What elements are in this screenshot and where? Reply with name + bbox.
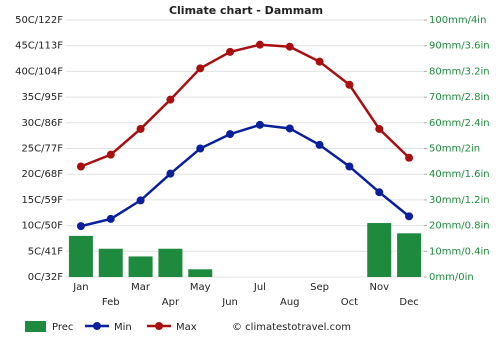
point (76, 222, 85, 231)
point (226, 130, 235, 139)
x-tick-label: Sep (310, 282, 329, 293)
x-tick-label: Apr (162, 297, 180, 308)
point (315, 140, 324, 149)
point (226, 47, 235, 56)
bar (68, 235, 93, 277)
legend-swatch (25, 321, 46, 332)
x-tick-label: Feb (102, 297, 120, 308)
point (166, 95, 175, 104)
point (405, 153, 414, 162)
y-tick-label: 15C/59F (21, 195, 63, 206)
bar (367, 223, 392, 277)
point (375, 188, 384, 197)
chart-title: Climate chart - Dammam (169, 4, 323, 17)
y2-tick-label: 50mm/2in (429, 144, 480, 155)
point (136, 196, 145, 205)
x-tick-label: May (190, 282, 211, 293)
y2-tick-label: 90mm/3.6in (429, 41, 490, 52)
point (255, 40, 264, 49)
point (255, 120, 264, 129)
y-tick-label: 30C/86F (21, 118, 63, 129)
x-tick-label: Nov (369, 282, 389, 293)
point (76, 162, 85, 171)
y-tick-label: 0C/32F (28, 272, 63, 283)
legend-swatch (93, 322, 101, 330)
point (196, 64, 205, 73)
y-tick-label: 5C/41F (28, 246, 63, 257)
point (136, 124, 145, 133)
legend-label: Prec (52, 322, 73, 333)
x-tick-label: Jun (221, 297, 238, 308)
x-tick-label: Dec (399, 297, 418, 308)
point (285, 42, 294, 51)
legend-label: Min (114, 322, 132, 333)
y2-tick-label: 60mm/2.4in (429, 118, 490, 129)
point (285, 124, 294, 133)
y2-tick-label: 100mm/4in (429, 15, 486, 26)
legend-swatch (155, 322, 163, 330)
bar (397, 233, 422, 277)
y-tick-label: 10C/50F (21, 221, 63, 232)
line (80, 123, 410, 228)
y-tick-label: 25C/77F (21, 144, 63, 155)
y2-tick-label: 70mm/2.8in (429, 92, 490, 103)
y2-tick-label: 0mm/0in (429, 272, 474, 283)
y2-tick-label: 20mm/0.8in (429, 221, 490, 232)
y2-tick-label: 40mm/1.6in (429, 169, 490, 180)
x-tick-label: Jul (253, 282, 266, 293)
y-tick-label: 40C/104F (15, 66, 63, 77)
y2-tick-label: 30mm/1.2in (429, 195, 490, 206)
point (166, 169, 175, 178)
point (345, 162, 354, 171)
y2-tick-label: 10mm/0.4in (429, 246, 490, 257)
legend-label: Max (176, 322, 197, 333)
point (196, 144, 205, 153)
bar (158, 248, 183, 277)
line (80, 43, 410, 168)
point (345, 80, 354, 89)
point (106, 214, 115, 223)
point (315, 57, 324, 66)
x-tick-label: Aug (280, 297, 300, 308)
bar (98, 248, 123, 277)
x-tick-label: Jan (72, 282, 88, 293)
bar (188, 269, 213, 277)
y2-tick-label: 80mm/3.2in (429, 66, 490, 77)
bar (128, 256, 153, 277)
x-tick-label: Mar (131, 282, 151, 293)
point (375, 124, 384, 133)
y-tick-label: 35C/95F (21, 92, 63, 103)
point (106, 150, 115, 159)
x-tick-label: Oct (341, 297, 358, 308)
source: © climatestotravel.com (232, 322, 351, 333)
y-tick-label: 20C/68F (21, 169, 63, 180)
y-tick-label: 50C/122F (15, 15, 63, 26)
y-tick-label: 45C/113F (15, 41, 63, 52)
point (405, 212, 414, 221)
